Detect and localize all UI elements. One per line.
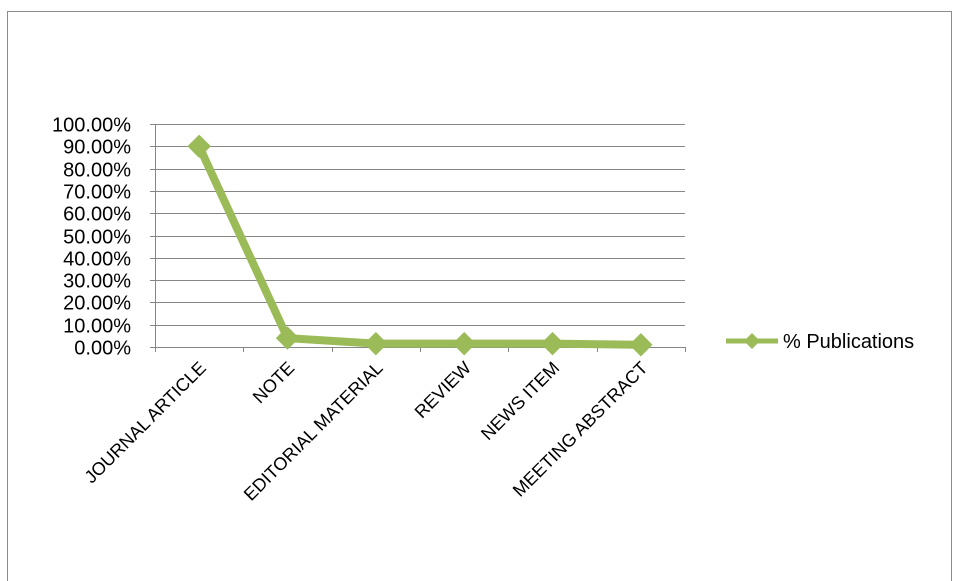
y-tick-label: 100.00% [52, 115, 131, 137]
x-category-label: REVIEW [411, 358, 475, 422]
x-category-label: NEWS ITEM [477, 358, 563, 444]
legend-diamond-marker [744, 333, 760, 349]
y-tick-label: 60.00% [63, 204, 131, 226]
series-markers [188, 135, 652, 355]
data-point-marker [630, 334, 652, 356]
x-category-label: NOTE [249, 358, 299, 408]
data-point-marker [542, 333, 564, 355]
y-axis-tick-labels: 0.00%10.00%20.00%30.00%40.00%50.00%60.00… [52, 115, 131, 360]
y-tick-label: 50.00% [63, 227, 131, 249]
y-tick-label: 40.00% [63, 249, 131, 271]
y-tick-label: 90.00% [63, 137, 131, 159]
data-point-marker [453, 333, 475, 355]
series-line [199, 146, 641, 344]
series-lines [199, 146, 641, 344]
legend-label: % Publications [783, 331, 914, 353]
gridlines [150, 124, 686, 352]
y-tick-label: 20.00% [63, 293, 131, 315]
data-point-marker [365, 333, 387, 355]
y-tick-label: 70.00% [63, 182, 131, 204]
y-tick-label: 30.00% [63, 271, 131, 293]
y-tick-label: 10.00% [63, 316, 131, 338]
y-tick-label: 0.00% [74, 338, 131, 360]
x-category-label: JOURNAL ARTICLE [81, 358, 210, 487]
legend: % Publications [726, 331, 914, 353]
y-tick-label: 80.00% [63, 160, 131, 182]
